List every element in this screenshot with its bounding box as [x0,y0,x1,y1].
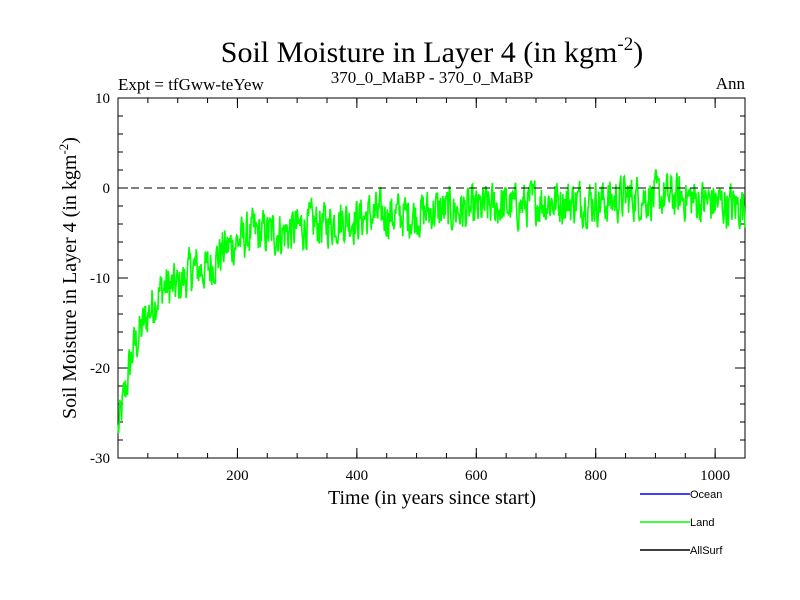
series-line-land [117,169,746,434]
x-axis-label: Time (in years since start) [328,487,536,509]
chart-title-close: ) [633,36,643,69]
x-tick-label: 1000 [700,468,730,484]
legend: Ocean Land AllSurf [640,489,723,557]
chart-title-main: Soil Moisture in Layer 4 (in kgm [221,36,618,69]
chart-title-sup: -2 [617,34,633,55]
legend-label-allsurf: AllSurf [690,545,723,557]
y-axis-label-sup: -2 [56,144,71,155]
y-tick-label: 0 [103,181,111,197]
series-layer [117,169,746,434]
subtitle-left: Expt = tfGww-teYew [118,75,264,94]
tick-labels: 200 400 600 800 1000 -30 -20 -10 0 10 [90,91,730,484]
y-tick-label: -20 [90,361,110,377]
y-tick-label: -30 [90,451,110,467]
x-tick-label: 400 [346,468,369,484]
y-tick-label: -10 [90,271,110,287]
y-axis-label-close: ) [59,137,81,144]
y-axis-label-main: Soil Moisture in Layer 4 (in kgm [59,154,81,419]
x-tick-label: 600 [465,468,488,484]
x-tick-label: 800 [584,468,607,484]
chart-title: Soil Moisture in Layer 4 (in kgm-2) [221,34,643,69]
y-axis-label: Soil Moisture in Layer 4 (in kgm-2) [56,137,81,419]
legend-label-ocean: Ocean [690,489,722,501]
subtitle-center: 370_0_MaBP - 370_0_MaBP [331,68,533,87]
y-tick-label: 10 [95,91,110,107]
legend-label-land: Land [690,517,714,529]
x-tick-label: 200 [226,468,249,484]
subtitle-right: Ann [716,74,746,93]
